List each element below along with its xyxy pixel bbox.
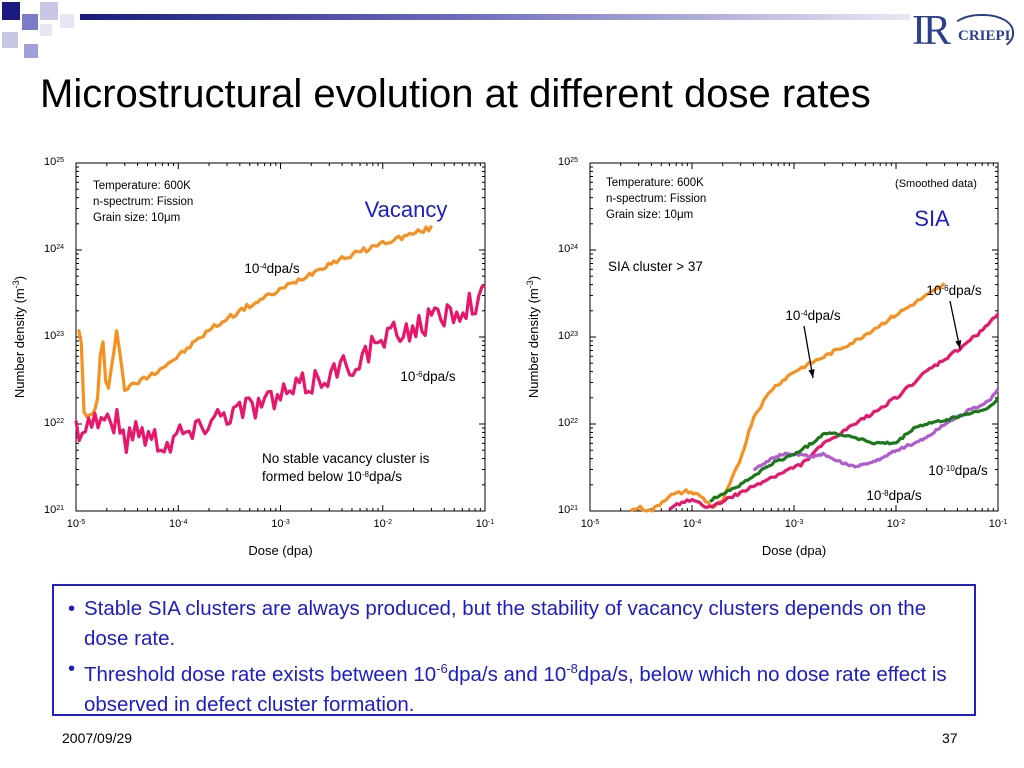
x-tick-label: 10-4 (169, 518, 188, 530)
y-tick-label: 1024 (44, 243, 64, 255)
series-label: 10-4dpa/s (785, 308, 840, 323)
x-tick-label: 10-3 (271, 518, 290, 530)
series-label: 10-8dpa/s (866, 488, 921, 503)
page-number: 37 (942, 730, 958, 746)
series-label: 10-6dpa/s (926, 283, 981, 298)
y-tick-label: 1025 (558, 156, 578, 168)
series-label: 10-4dpa/s (244, 261, 299, 276)
arrow-line (803, 325, 814, 379)
x-axis-label: Dose (dpa) (248, 543, 312, 558)
x-tick-label: 10-5 (67, 518, 86, 530)
y-tick-label: 1023 (558, 330, 578, 342)
chart-info-line: Temperature: 600K (93, 180, 191, 192)
y-tick-label: 1022 (44, 417, 64, 429)
chart-info-line: Temperature: 600K (606, 177, 704, 189)
series-label: 10-6dpa/s (400, 369, 455, 384)
x-tick-label: 10-3 (785, 518, 804, 530)
sia-chart: 10-5 10-4 10-3 10-2 10-1 1021 1022 1023 1024 1025… (525, 156, 1008, 558)
x-tick-label: 10-2 (887, 518, 906, 530)
footer-date: 2007/09/29 (62, 730, 133, 746)
logo-criepi-text: CRIEPI (958, 28, 1011, 44)
y-axis-label: Number density (m-3) (11, 276, 27, 398)
y-tick-label: 1021 (558, 504, 578, 516)
x-axis-label: Dose (dpa) (762, 543, 826, 558)
bullet-list: Stable SIA clusters are always produced,… (64, 594, 960, 720)
criepi-logo: IR CRIEPI (910, 8, 1020, 56)
chart-annotation: formed below 10-8dpa/s (262, 469, 402, 484)
x-tick-label: 10-5 (581, 518, 600, 530)
chart-annotation: No stable vacancy cluster is (262, 451, 430, 466)
y-tick-label: 1025 (44, 156, 64, 168)
chart-info-line: n-spectrum: Fission (93, 196, 193, 208)
slide-title: Microstructural evolution at different d… (40, 72, 871, 116)
series-line (629, 282, 946, 513)
chart-annotation: SIA cluster > 37 (608, 259, 703, 274)
series-line (668, 312, 1000, 511)
y-axis-label: Number density (m-3) (525, 276, 541, 398)
x-tick-label: 10-1 (989, 518, 1008, 530)
x-tick-label: 10-2 (374, 518, 393, 530)
series-line (74, 283, 486, 454)
y-tick-label: 1024 (558, 243, 578, 255)
chart-info-line: Grain size: 10μm (93, 212, 180, 224)
bullet-item: Threshold dose rate exists between 10-6d… (68, 654, 960, 720)
bullet-item: Stable SIA clusters are always produced,… (68, 594, 960, 654)
chart-title: SIA (914, 206, 950, 231)
x-tick-label: 10-4 (683, 518, 702, 530)
corner-squares-decoration (0, 0, 80, 70)
chart-info-line: n-spectrum: Fission (606, 193, 706, 205)
series-label: 10-10dpa/s (928, 463, 988, 478)
chart-subtitle: (Smoothed data) (895, 178, 977, 190)
x-tick-label: 10-1 (476, 518, 495, 530)
y-tick-label: 1021 (44, 504, 64, 516)
y-tick-label: 1023 (44, 330, 64, 342)
series-line (709, 396, 1000, 503)
chart-info-line: Grain size: 10μm (606, 209, 693, 221)
y-tick-label: 1022 (558, 417, 578, 429)
arrow-head (955, 340, 962, 349)
arrow-head (808, 369, 815, 378)
summary-box: Stable SIA clusters are always produced,… (52, 584, 976, 716)
vacancy-chart: 10-5 10-4 10-3 10-2 10-1 1021 1022 1023 1024 1025… (11, 156, 495, 558)
header-gradient-bar (80, 14, 910, 20)
chart-title: Vacancy (365, 197, 448, 222)
series-line (77, 224, 433, 419)
logo-ir-text: IR (912, 8, 951, 54)
